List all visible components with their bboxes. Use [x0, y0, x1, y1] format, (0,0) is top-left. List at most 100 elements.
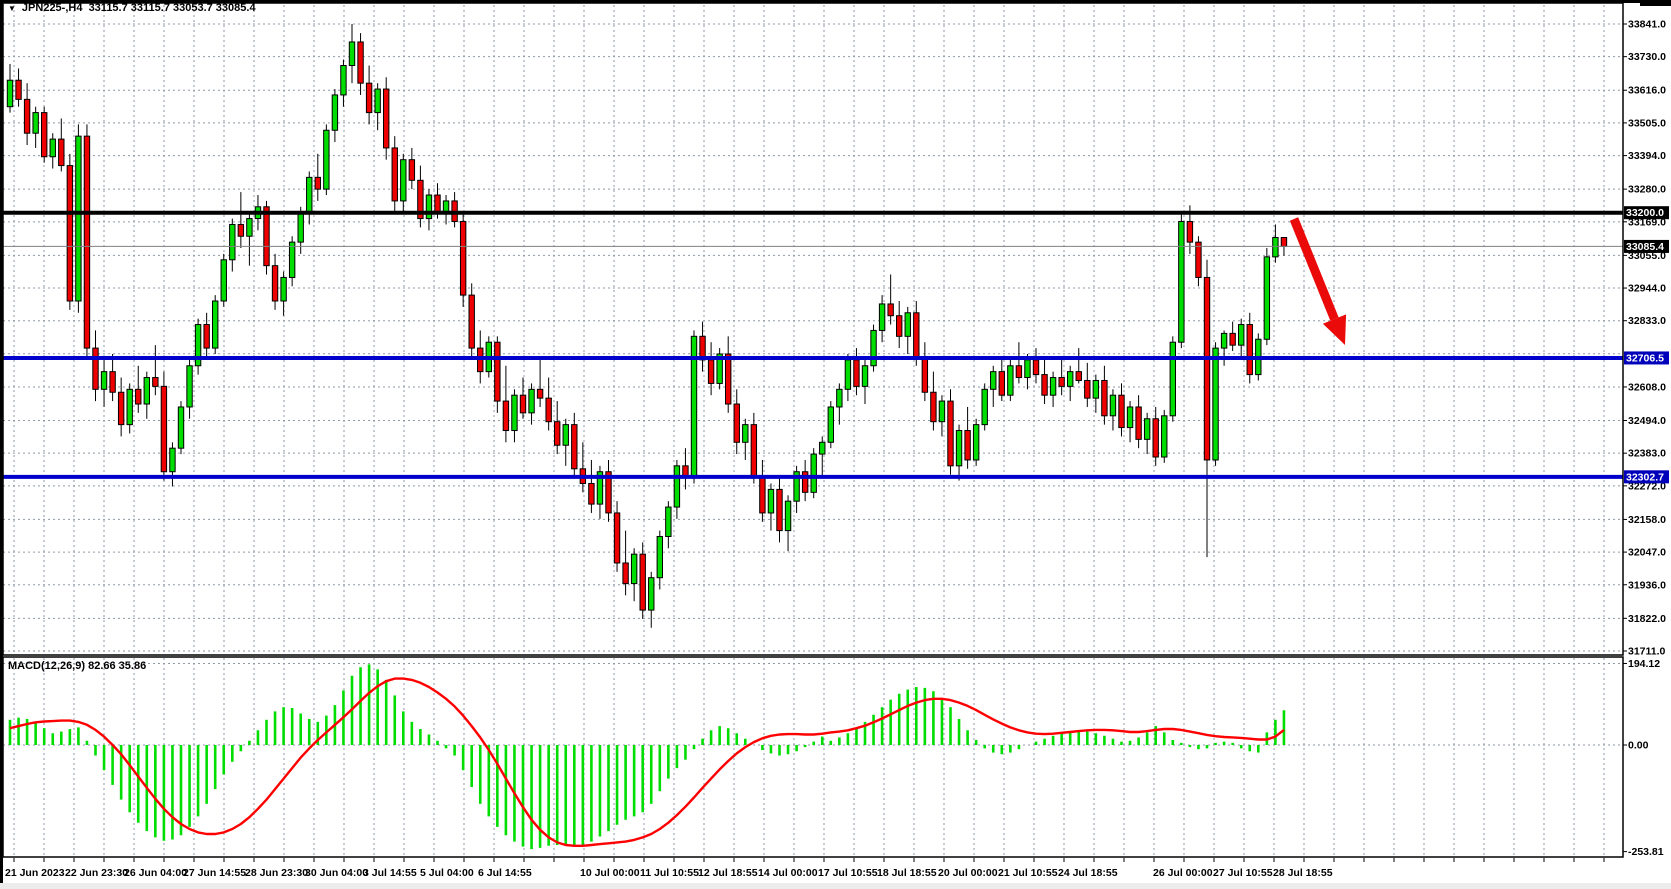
bull-candle [348, 41, 356, 67]
svg-text:32833.0: 32833.0 [1628, 315, 1666, 327]
bull-candle [810, 453, 817, 493]
svg-text:20 Jul 00:00: 20 Jul 00:00 [938, 867, 998, 879]
svg-text:33200.0: 33200.0 [1626, 207, 1664, 219]
svg-text:32272.0: 32272.0 [1628, 480, 1666, 492]
svg-text:31711.0: 31711.0 [1628, 646, 1666, 658]
svg-text:28 Jul 18:55: 28 Jul 18:55 [1273, 867, 1333, 879]
bear-candle [545, 397, 552, 423]
bull-candle [904, 312, 911, 337]
bear-candle [964, 430, 971, 461]
bear-candle [41, 112, 48, 158]
svg-text:32494.0: 32494.0 [1628, 415, 1666, 427]
bear-candle [1118, 394, 1125, 429]
bear-candle [921, 356, 929, 393]
bull-candle [220, 259, 227, 302]
bull-candle [742, 424, 749, 443]
bull-candle [1092, 379, 1100, 399]
bull-candle [169, 447, 176, 473]
bull-candle [306, 176, 313, 214]
bear-candle [639, 553, 646, 611]
sell-arrow[interactable] [1289, 217, 1347, 345]
svg-text:21 Jun 2023: 21 Jun 2023 [5, 867, 65, 879]
bull-candle [844, 359, 852, 390]
svg-text:33394.0: 33394.0 [1628, 150, 1666, 162]
bear-candle [622, 562, 629, 585]
bull-candle [1143, 418, 1151, 440]
bull-candle [784, 500, 792, 532]
price-badge-hline-32706-5: 32706.5 [1624, 351, 1669, 365]
svg-text:22 Jun 23:30: 22 Jun 23:30 [65, 867, 128, 879]
bear-candle [536, 388, 544, 399]
svg-text:27 Jun 14:55: 27 Jun 14:55 [183, 867, 246, 879]
bull-candle [990, 371, 997, 390]
bull-candle [870, 329, 877, 367]
bear-candle [135, 388, 142, 405]
bull-candle [143, 377, 151, 405]
bear-candle [801, 471, 809, 493]
bull-candle [331, 94, 339, 131]
svg-text:6 Jul 14:55: 6 Jul 14:55 [478, 867, 532, 879]
bear-candle [58, 138, 65, 167]
price-axis-labels[interactable]: 33841.0 33730.0 33616.0 33505.0 33394.0 33280… [1623, 19, 1666, 859]
bull-candle [1169, 341, 1176, 417]
bull-candle [665, 506, 672, 537]
svg-text:0.00: 0.00 [1628, 740, 1649, 752]
svg-text:10 Jul 00:00: 10 Jul 00:00 [580, 867, 640, 879]
price-badge-current: 33085.4 [1624, 239, 1669, 253]
bull-candle [186, 365, 193, 408]
bear-candle [502, 400, 510, 432]
bear-candle [1084, 379, 1091, 399]
bear-candle [1135, 406, 1142, 440]
bear-candle [1246, 324, 1253, 376]
bear-candle [109, 371, 116, 393]
bull-candle [716, 353, 723, 384]
bear-candle [494, 341, 501, 402]
svg-text:18 Jul 18:55: 18 Jul 18:55 [877, 867, 937, 879]
bull-candle [955, 430, 963, 467]
macd-histogram [8, 664, 1286, 850]
bear-candle [725, 353, 732, 405]
svg-text:33730.0: 33730.0 [1628, 51, 1666, 63]
bull-candle [1212, 347, 1219, 461]
bear-candle [357, 41, 364, 84]
bull-candle [1049, 377, 1057, 396]
bear-candle [1280, 237, 1288, 247]
bull-candle [49, 138, 56, 158]
bear-candle [15, 79, 22, 100]
bear-candle [1152, 418, 1159, 458]
bear-candle [408, 159, 416, 181]
svg-text:32158.0: 32158.0 [1628, 514, 1666, 526]
price-badge-hline-32302-7: 32302.7 [1624, 470, 1669, 484]
bull-candle [323, 129, 330, 190]
bear-candle [853, 359, 860, 387]
bull-candle [32, 112, 39, 134]
bear-candle [263, 206, 270, 267]
bear-candle [1101, 379, 1108, 417]
svg-text:24 Jul 18:55: 24 Jul 18:55 [1058, 867, 1118, 879]
svg-text:26 Jul 00:00: 26 Jul 00:00 [1153, 867, 1213, 879]
bear-candle [117, 391, 125, 426]
svg-text:30 Jun 04:00: 30 Jun 04:00 [305, 867, 368, 879]
bear-candle [519, 394, 527, 414]
bear-candle [1229, 332, 1236, 346]
symbol-dropdown-icon[interactable]: ▼ [8, 3, 16, 13]
bull-candle [596, 471, 604, 505]
bull-candle [630, 553, 638, 585]
bear-candle [468, 294, 475, 349]
bear-candle [750, 424, 758, 479]
bull-candle [1109, 394, 1117, 417]
svg-text:32706.5: 32706.5 [1626, 352, 1664, 364]
bull-candle [656, 535, 663, 579]
svg-text:26 Jun 04:00: 26 Jun 04:00 [124, 867, 187, 879]
svg-text:12 Jul 18:55: 12 Jul 18:55 [698, 867, 758, 879]
svg-text:32047.0: 32047.0 [1628, 547, 1666, 559]
bull-candle [6, 79, 14, 108]
bear-candle [913, 312, 920, 358]
bull-candle [297, 212, 304, 243]
bear-candle [391, 147, 398, 202]
bear-candle [1186, 221, 1194, 243]
bull-candle [819, 441, 826, 455]
